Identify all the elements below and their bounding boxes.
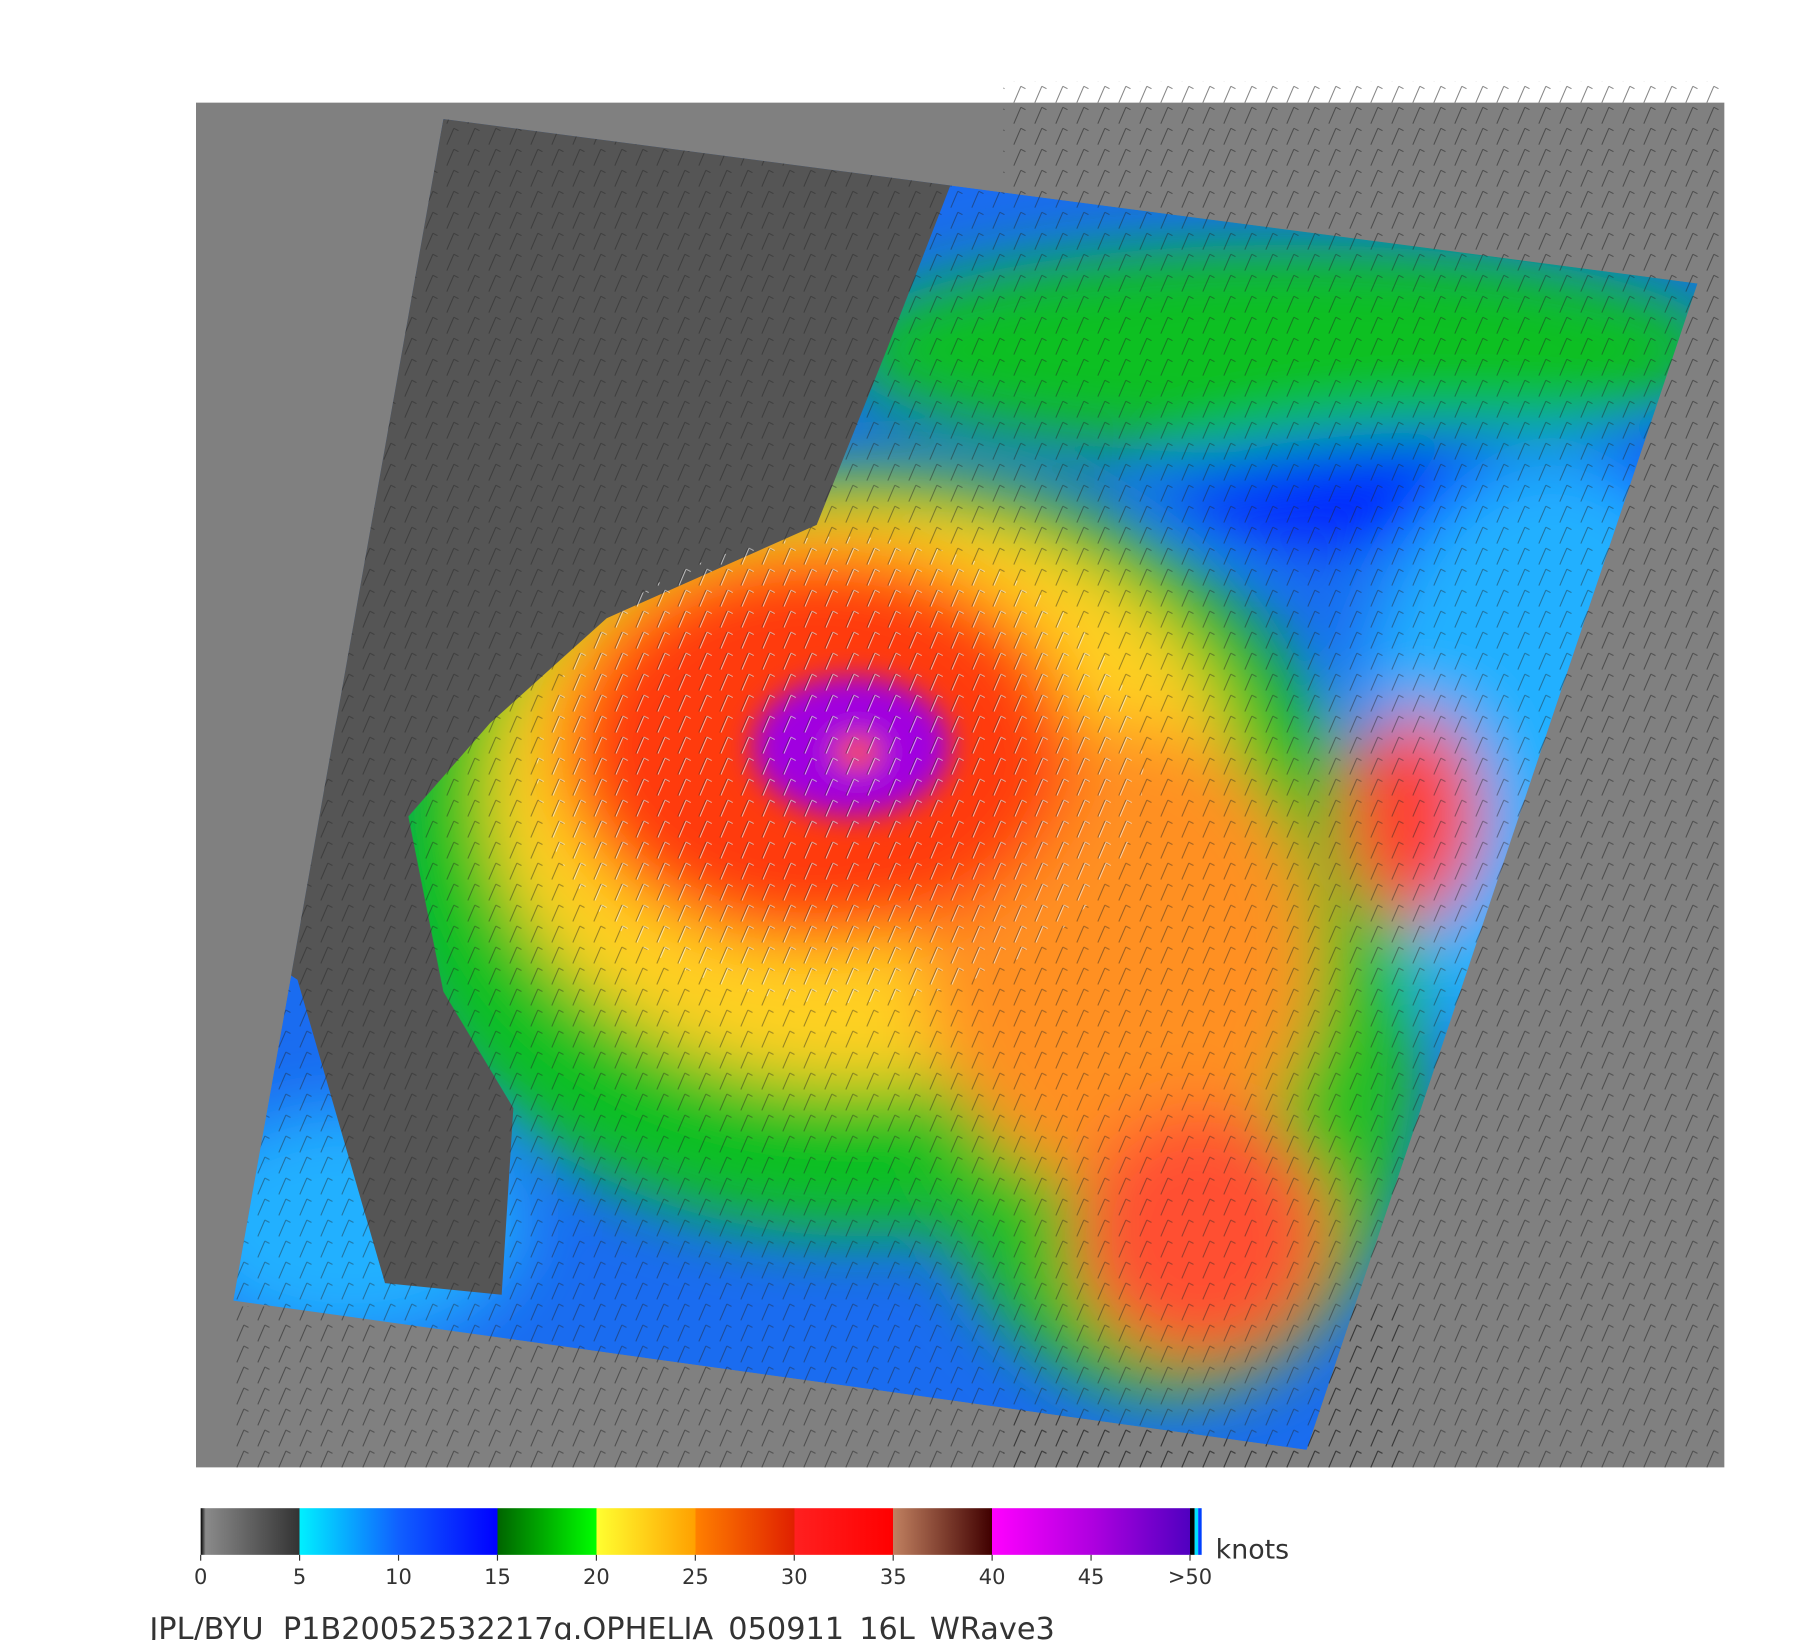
- tick-label: 40: [979, 1565, 1006, 1589]
- tick-label: >50: [1168, 1565, 1212, 1589]
- colorbar: knots 0 5 10 15 20 25 30 35 40 45 >50: [194, 1508, 1289, 1589]
- tick-label: 0: [194, 1565, 207, 1589]
- unit-label: knots: [1216, 1534, 1289, 1565]
- tick-label: 20: [583, 1565, 610, 1589]
- tick-label: 25: [682, 1565, 709, 1589]
- tick-label: 15: [484, 1565, 511, 1589]
- tick-label: 10: [385, 1565, 412, 1589]
- tick-label: 30: [781, 1565, 808, 1589]
- tick-label: 35: [880, 1565, 907, 1589]
- colorbar-scale: [200, 1508, 1190, 1555]
- tick-label: 45: [1078, 1565, 1105, 1589]
- wind-map: [196, 81, 1727, 1470]
- caption: JPL/BYU P1B20052532217q.OPHELIA_050911_1…: [147, 1612, 1054, 1640]
- tick-label: 5: [293, 1565, 306, 1589]
